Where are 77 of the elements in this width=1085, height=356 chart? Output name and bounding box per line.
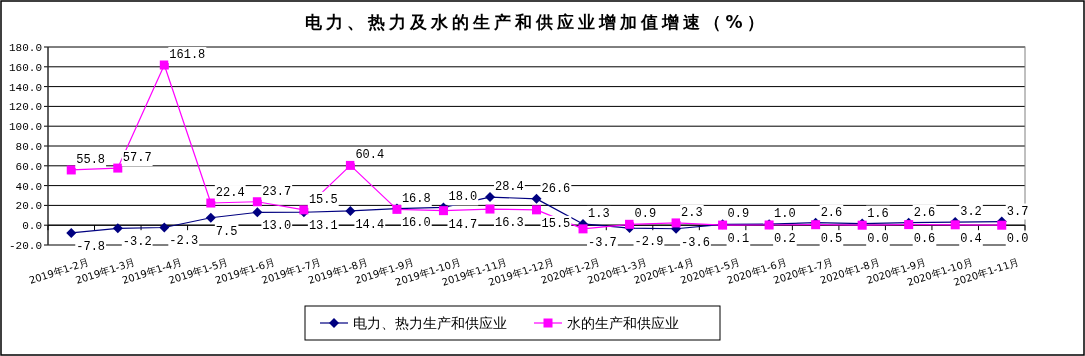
point <box>531 193 542 204</box>
point <box>113 163 123 173</box>
point <box>206 198 216 208</box>
data-label: 0.1 <box>727 232 750 247</box>
data-label: 0.9 <box>634 207 657 222</box>
data-label: 1.6 <box>867 206 889 221</box>
data-label: 26.6 <box>541 181 571 196</box>
point <box>532 205 541 215</box>
point <box>345 160 355 170</box>
y-tick-label: 60.0 <box>15 160 42 173</box>
point <box>252 197 262 207</box>
chart-title: 电力、热力及水的生产和供应业增加值增速（%） <box>305 12 768 32</box>
y-tick-label: -20.0 <box>8 240 42 252</box>
data-label: 13.0 <box>262 219 292 234</box>
y-tick-label: 140.0 <box>8 81 42 94</box>
data-label: 1.0 <box>774 207 796 222</box>
point <box>345 205 356 216</box>
data-label: 3.7 <box>1006 204 1029 219</box>
data-label: 0.4 <box>960 231 982 246</box>
data-label: -3.7 <box>588 235 617 250</box>
data-label: 2.3 <box>681 205 703 220</box>
data-label: 0.9 <box>727 207 750 222</box>
point <box>671 218 681 228</box>
point <box>485 204 495 214</box>
data-label: 0.2 <box>774 232 796 246</box>
point <box>484 192 495 203</box>
data-label: 16.3 <box>494 216 524 231</box>
data-label: 13.1 <box>308 219 338 234</box>
y-tick-label: 20.0 <box>15 200 42 213</box>
y-tick-label: 0.0 <box>22 220 42 233</box>
y-tick-label: 180.0 <box>8 42 42 54</box>
data-label: -2.9 <box>634 235 664 250</box>
y-tick-label: 160.0 <box>8 61 42 74</box>
legend-label: 水的生产和供应业 <box>567 315 679 331</box>
data-label: 0.5 <box>820 231 843 246</box>
point <box>205 212 216 223</box>
data-label: 16.0 <box>401 216 431 231</box>
y-tick-label: 100.0 <box>8 121 42 134</box>
data-label: 15.5 <box>541 216 571 231</box>
data-label: 14.4 <box>355 217 385 232</box>
y-tick-label: 120.0 <box>8 101 42 114</box>
data-label: 14.7 <box>448 217 478 232</box>
point <box>578 224 588 234</box>
point <box>66 165 76 175</box>
y-tick-label: 40.0 <box>15 180 42 193</box>
data-label: 1.3 <box>588 206 610 221</box>
data-label: 161.8 <box>169 48 206 63</box>
point <box>159 60 169 70</box>
data-label: -7.8 <box>76 239 106 254</box>
data-label: 23.7 <box>262 184 292 199</box>
data-label: 22.4 <box>215 186 245 201</box>
point <box>66 227 77 238</box>
data-label: 7.5 <box>215 224 238 239</box>
data-label: 16.8 <box>401 191 431 206</box>
data-label: 18.0 <box>448 190 478 205</box>
data-label: 57.7 <box>122 151 152 166</box>
data-label: 0.0 <box>1006 232 1029 247</box>
data-label: 0.0 <box>867 232 889 247</box>
data-label: -2.3 <box>169 234 199 249</box>
data-label: -3.6 <box>681 235 710 250</box>
data-label: 60.4 <box>355 148 385 163</box>
point <box>438 206 448 216</box>
data-label: 28.4 <box>494 180 524 195</box>
point <box>625 219 635 229</box>
data-label: 55.8 <box>76 152 106 167</box>
data-label: -3.2 <box>122 235 152 250</box>
data-label: 2.6 <box>913 205 936 220</box>
point <box>112 223 123 234</box>
point <box>252 207 263 218</box>
data-label: 3.2 <box>960 205 982 220</box>
data-label: 15.5 <box>308 192 338 207</box>
data-label: 2.6 <box>820 205 843 220</box>
data-label: 0.6 <box>913 231 936 246</box>
point <box>159 222 170 233</box>
point <box>997 220 1007 230</box>
y-tick-label: 80.0 <box>15 141 42 153</box>
legend-label: 电力、热力生产和供应业 <box>353 315 507 331</box>
